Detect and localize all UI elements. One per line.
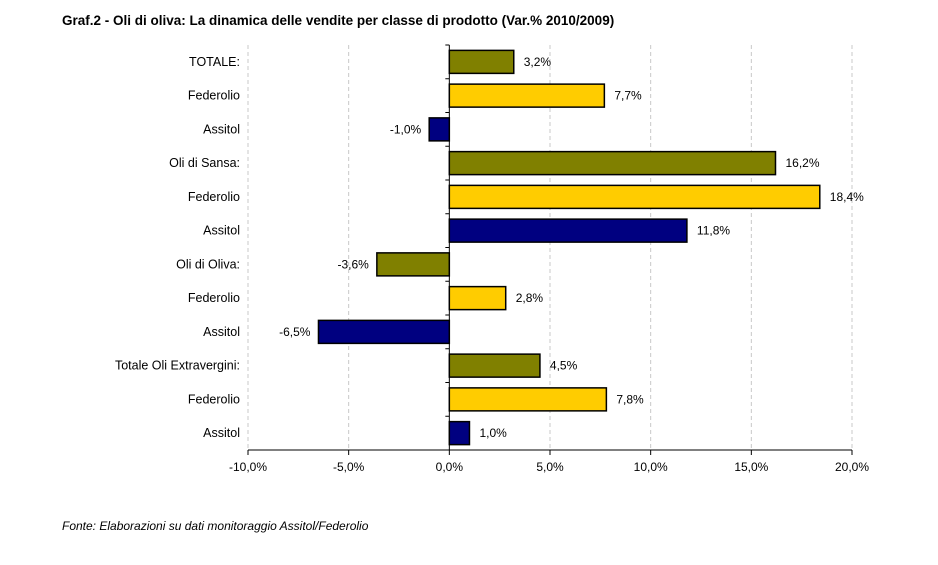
bar-5 [448,218,688,243]
bar-9 [448,353,541,378]
bar-11 [448,420,471,446]
bars [317,49,821,446]
category-label-2: Assitol [203,122,240,136]
category-label-6: Oli di Oliva: [176,257,240,271]
bar-6 [376,252,451,277]
data-label-10: 7,8% [616,392,644,406]
category-label-1: Federolio [188,89,240,103]
data-label-1: 7,7% [614,89,642,103]
data-label-11: 1,0% [479,426,507,440]
category-label-8: Assitol [203,325,240,339]
category-label-10: Federolio [188,392,240,406]
bar-8 [317,319,451,345]
data-label-6: -3,6% [337,257,369,271]
x-tick-label-5: 15,0% [734,460,768,474]
x-tick-label-2: 0,0% [436,460,464,474]
bar-0 [448,49,515,75]
x-tick-label-6: 20,0% [835,460,869,474]
category-label-11: Assitol [203,426,240,440]
grid-lines [247,45,853,450]
category-label-5: Assitol [203,224,240,238]
data-label-0: 3,2% [524,55,552,69]
bar-7 [448,285,507,311]
data-label-9: 4,5% [550,359,578,373]
bar-3 [448,150,777,176]
x-tick-label-4: 10,0% [634,460,668,474]
bar-4 [448,184,821,210]
category-label-0: TOTALE: [189,55,240,69]
bar-1 [448,83,606,108]
axes [247,44,853,455]
bar-10 [448,387,608,412]
x-tick-label-1: -5,0% [333,460,365,474]
category-label-9: Totale Oli Extravergini: [115,359,240,373]
data-label-8: -6,5% [279,325,311,339]
chart-title: Graf.2 - Oli di oliva: La dinamica delle… [62,13,615,28]
x-tick-label-3: 5,0% [536,460,564,474]
data-label-7: 2,8% [516,291,544,305]
data-label-3: 16,2% [785,156,819,170]
x-tick-label-0: -10,0% [229,460,267,474]
category-label-4: Federolio [188,190,240,204]
labels: -10,0% -5,0% 0,0% 5,0% 10,0% 15,0% 20,0% TOTALE… [115,55,869,474]
category-label-3: Oli di Sansa: [169,156,240,170]
bar-2 [428,117,451,142]
data-label-2: -1,0% [390,122,422,136]
data-label-4: 18,4% [830,190,864,204]
data-label-5: 11,8% [697,224,730,238]
category-label-7: Federolio [188,291,240,305]
chart-source-note: Fonte: Elaborazioni su dati monitoraggio… [62,519,369,533]
